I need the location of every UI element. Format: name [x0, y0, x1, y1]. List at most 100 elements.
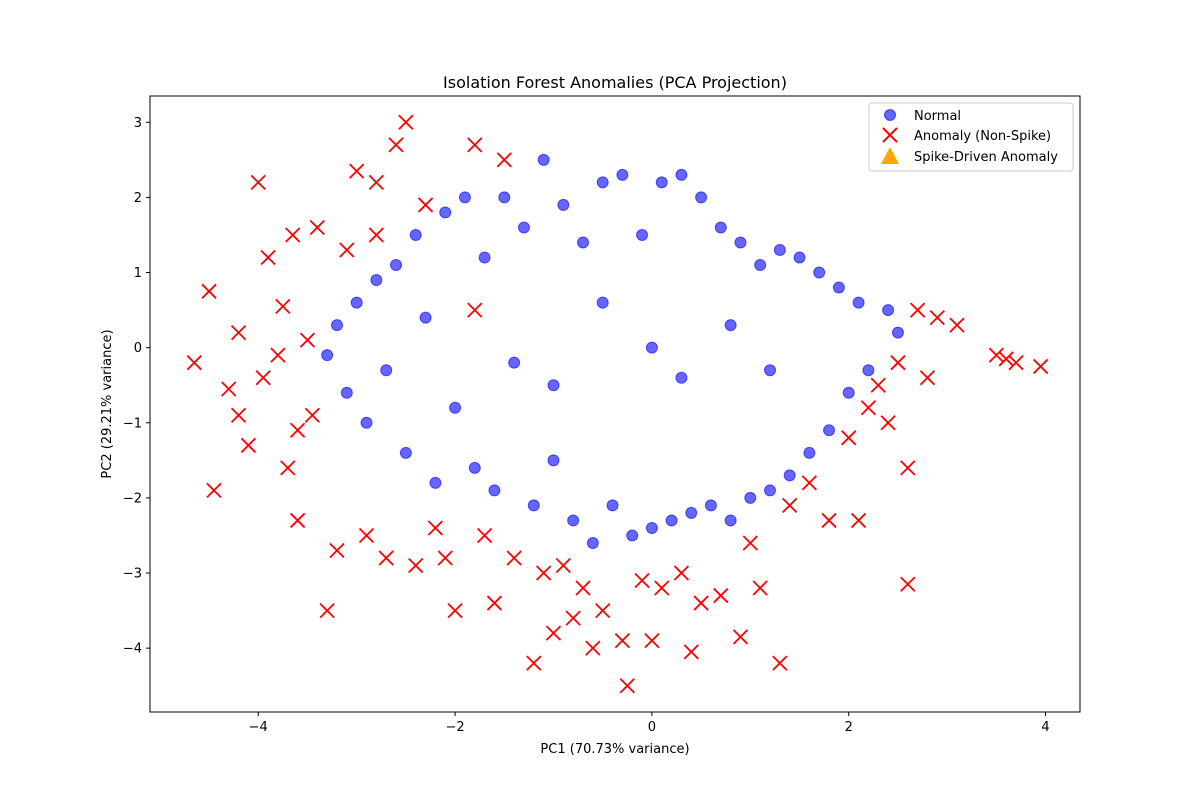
- normal-point: [764, 484, 776, 497]
- normal-point: [862, 364, 875, 377]
- anomaly-point: [329, 542, 345, 559]
- anomaly-point: [929, 309, 945, 326]
- anomaly-point: [821, 512, 837, 529]
- legend-anomaly-marker: [882, 127, 898, 143]
- x-axis-label: PC1 (70.73% variance): [540, 742, 689, 757]
- normal-point: [380, 364, 393, 377]
- anomaly-point: [545, 625, 562, 641]
- y-tick-label: −1: [123, 416, 142, 431]
- anomaly-point: [742, 535, 758, 551]
- normal-point: [793, 251, 806, 264]
- normal-point: [823, 424, 836, 437]
- anomaly-point: [693, 595, 709, 611]
- y-axis-ticks: −4 −3 −2 −1 0 1 2 3: [123, 116, 150, 657]
- anomaly-point: [801, 475, 818, 491]
- x-tick-label: 2: [845, 720, 853, 735]
- normal-point: [882, 304, 895, 317]
- axes-frame: [149, 95, 1081, 713]
- legend-frame: [868, 102, 1074, 172]
- normal-point: [744, 491, 757, 504]
- anomaly-point: [949, 317, 965, 333]
- normal-point: [321, 349, 334, 362]
- anomaly-point: [900, 460, 916, 476]
- normal-point: [547, 379, 560, 392]
- y-tick-label: 2: [134, 191, 142, 206]
- normal-point: [724, 514, 737, 527]
- anomaly-point: [186, 355, 202, 371]
- anomaly-point: [654, 580, 670, 596]
- normal-point: [468, 461, 481, 474]
- anomaly-point: [206, 482, 222, 499]
- normal-point: [852, 296, 865, 309]
- anomaly-point: [447, 602, 463, 619]
- anomaly-point: [280, 460, 296, 476]
- anomaly-point: [496, 152, 512, 168]
- anomaly-point: [437, 550, 453, 566]
- y-tick-label: 1: [134, 266, 142, 281]
- plot-area: [186, 114, 1049, 694]
- anomaly-point: [275, 298, 291, 314]
- anomaly-point: [585, 640, 601, 656]
- anomaly-point: [260, 249, 276, 266]
- y-axis-label: PC2 (29.21% variance): [100, 329, 115, 478]
- y-tick-label: −3: [123, 567, 142, 582]
- anomaly-point: [536, 565, 552, 581]
- anomaly-point: [299, 332, 316, 348]
- anomaly-point: [309, 219, 325, 236]
- normal-point: [616, 168, 629, 181]
- anomaly-point: [289, 422, 306, 438]
- anomaly-point: [349, 163, 365, 179]
- normal-point: [577, 236, 590, 249]
- normal-point: [764, 364, 776, 377]
- x-tick-label: −4: [249, 720, 268, 735]
- anomaly-point: [368, 174, 384, 191]
- legend-anomaly-label: Anomaly (Non-Spike): [914, 129, 1051, 144]
- anomaly-point: [408, 557, 424, 574]
- anomaly-point: [467, 137, 483, 153]
- normal-point: [685, 506, 698, 519]
- anomaly-point: [595, 602, 611, 619]
- normal-point: [478, 251, 491, 264]
- normal-point: [340, 386, 353, 399]
- normal-point: [360, 416, 373, 429]
- anomaly-point: [988, 347, 1004, 363]
- normal-point: [508, 356, 521, 369]
- normal-point: [714, 221, 727, 234]
- anomaly-point: [860, 400, 877, 416]
- x-tick-label: 0: [648, 720, 656, 735]
- anomaly-point: [368, 227, 384, 243]
- normal-point: [517, 221, 530, 234]
- anomaly-series-layer: [186, 114, 1049, 694]
- anomaly-point: [890, 355, 906, 371]
- normal-point: [399, 446, 412, 459]
- normal-point: [665, 514, 678, 527]
- anomaly-point: [304, 407, 321, 423]
- normal-point: [527, 499, 540, 512]
- normal-point: [636, 228, 649, 241]
- anomaly-point: [841, 430, 857, 446]
- anomaly-point: [634, 572, 650, 589]
- normal-point: [596, 296, 609, 309]
- anomaly-point: [614, 632, 631, 649]
- normal-point: [449, 401, 462, 414]
- anomaly-point: [221, 381, 237, 397]
- anomaly-point: [644, 632, 660, 649]
- anomaly-point: [732, 629, 749, 645]
- anomaly-point: [476, 527, 493, 544]
- normal-point: [645, 521, 658, 534]
- anomaly-point: [555, 557, 571, 574]
- normal-point: [547, 454, 560, 467]
- anomaly-point: [388, 137, 404, 153]
- anomaly-point: [565, 610, 581, 626]
- normal-point: [783, 469, 796, 482]
- normal-point: [813, 266, 826, 279]
- normal-point: [419, 311, 432, 324]
- normal-point: [655, 176, 668, 189]
- normal-point: [891, 326, 904, 339]
- anomaly-point: [467, 302, 483, 318]
- anomaly-point: [506, 550, 522, 566]
- anomaly-point: [319, 602, 335, 619]
- normal-point: [803, 446, 816, 459]
- anomaly-point: [909, 302, 926, 318]
- anomaly-point: [486, 595, 503, 611]
